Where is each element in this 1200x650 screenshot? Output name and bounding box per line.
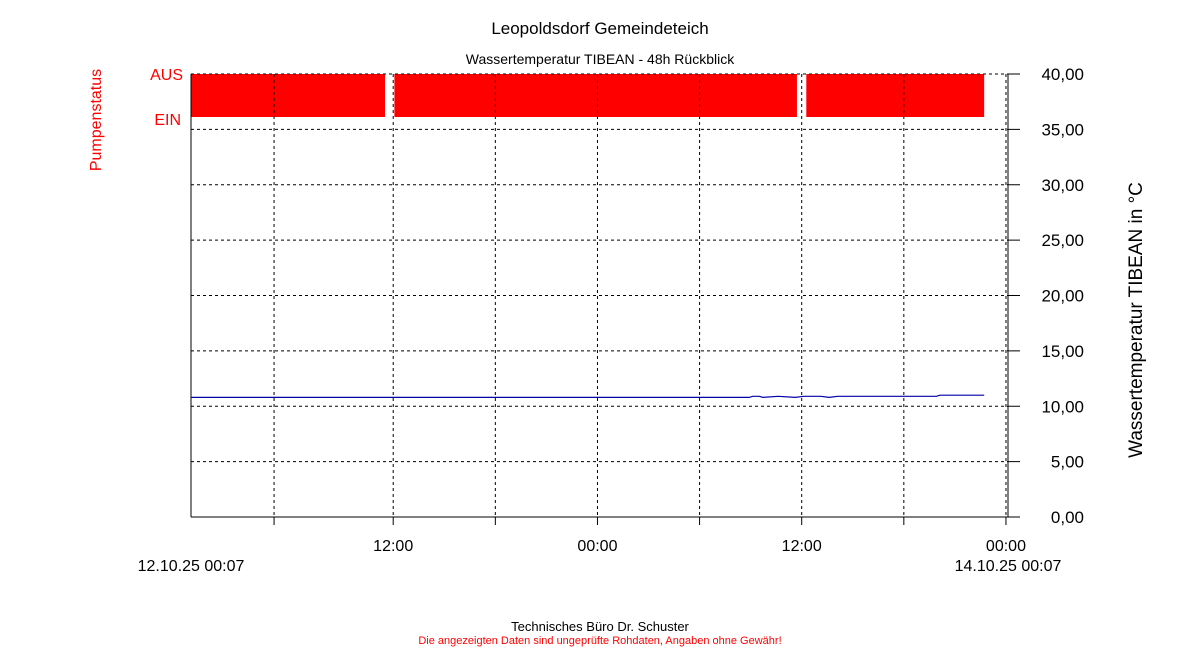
temperature-series-line: [191, 394, 985, 399]
x-tick-label: 00:00: [577, 538, 617, 555]
pump-status-bar: [394, 74, 797, 117]
pump-status-off-label: AUS: [150, 67, 183, 84]
pump-status-bar: [806, 74, 985, 117]
y-tick-label: 0,00: [1051, 508, 1084, 527]
y-tick-label: 25,00: [1041, 231, 1084, 250]
y-tick-label: 40,00: [1041, 65, 1084, 84]
x-tick-label: 12:00: [373, 538, 413, 555]
chart-subtitle: Wassertemperatur TIBEAN - 48h Rückblick: [465, 51, 735, 67]
y-tick-label: 30,00: [1041, 176, 1084, 195]
x-tick-label: 00:00: [986, 538, 1026, 555]
footer-disclaimer: Die angezeigten Daten sind ungeprüfte Ro…: [418, 635, 782, 647]
pump-status-bar: [191, 74, 386, 117]
footer-company: Technisches Büro Dr. Schuster: [511, 619, 689, 634]
y-tick-label: 5,00: [1051, 453, 1084, 472]
x-range-start-label: 12.10.25 00:07: [138, 558, 245, 575]
chart-title: Leopoldsdorf Gemeindeteich: [491, 19, 709, 38]
y-tick-label: 35,00: [1041, 120, 1084, 139]
pump-status-on-label: EIN: [154, 112, 181, 129]
y-tick-label: 15,00: [1041, 342, 1084, 361]
y-tick-label: 10,00: [1041, 397, 1084, 416]
x-range-end-label: 14.10.25 00:07: [955, 558, 1062, 575]
x-tick-label: 12:00: [782, 538, 822, 555]
y-tick-label: 20,00: [1041, 287, 1084, 306]
